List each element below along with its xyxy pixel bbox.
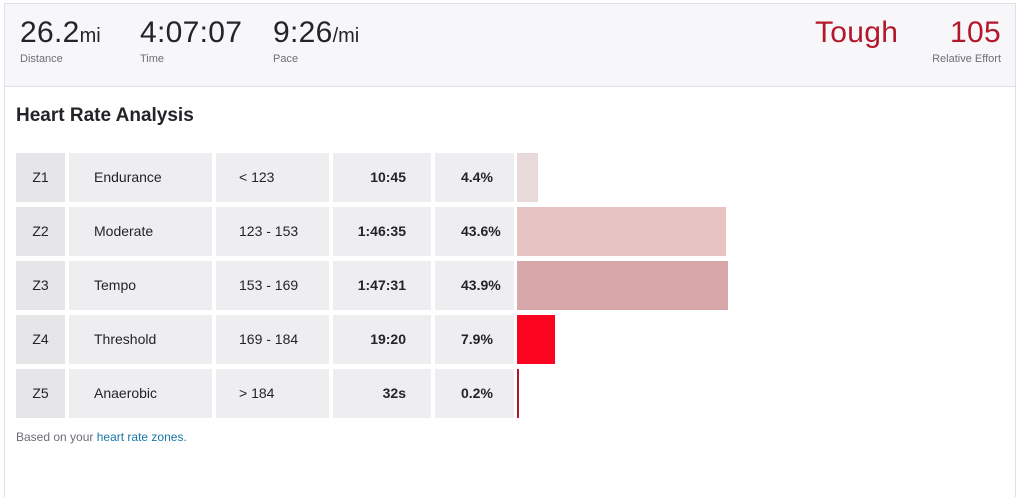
heart-rate-zones-link[interactable]: heart rate zones. (96, 430, 187, 444)
footnote: Based on your heart rate zones. (16, 430, 187, 444)
effort-word: Tough (815, 16, 898, 50)
zone-range: > 184 (216, 369, 329, 418)
zone-name: Tempo (69, 261, 212, 310)
zone-time: 1:46:35 (333, 207, 431, 256)
activity-panel: 26.2mi Distance 4:07:07 Time 9:26/mi Pac… (4, 3, 1016, 497)
zone-time: 32s (333, 369, 431, 418)
zone-label: Z2 (16, 207, 65, 256)
zone-name: Anaerobic (69, 369, 212, 418)
zone-range: 123 - 153 (216, 207, 329, 256)
stat-time: 4:07:07 Time (140, 16, 242, 65)
stat-distance: 26.2mi Distance (20, 16, 101, 65)
zone-name: Threshold (69, 315, 212, 364)
zone-label: Z1 (16, 153, 65, 202)
pace-unit: /mi (332, 25, 360, 47)
zone-bar (517, 261, 728, 310)
zone-name: Moderate (69, 207, 212, 256)
zone-bar-track (517, 207, 997, 256)
zone-range: 153 - 169 (216, 261, 329, 310)
relative-effort-label: Relative Effort (932, 53, 1001, 65)
zone-bar (517, 315, 555, 364)
time-value: 4:07:07 (140, 16, 243, 49)
zone-bar-track (517, 261, 997, 310)
stat-pace: 9:26/mi Pace (273, 16, 359, 65)
zone-bar-track (517, 369, 997, 418)
distance-value: 26.2 (20, 16, 80, 49)
zone-label: Z3 (16, 261, 65, 310)
zone-label: Z4 (16, 315, 65, 364)
section-title: Heart Rate Analysis (16, 105, 194, 126)
zone-percent: 43.9% (435, 261, 514, 310)
zone-range: < 123 (216, 153, 329, 202)
pace-label: Pace (273, 53, 299, 65)
zone-percent: 0.2% (435, 369, 514, 418)
zone-percent: 7.9% (435, 315, 514, 364)
zone-range: 169 - 184 (216, 315, 329, 364)
zone-label: Z5 (16, 369, 65, 418)
time-label: Time (140, 53, 165, 65)
zone-bar (517, 369, 519, 418)
stats-bar: 26.2mi Distance 4:07:07 Time 9:26/mi Pac… (5, 4, 1015, 87)
zone-percent: 4.4% (435, 153, 514, 202)
pace-value: 9:26 (273, 16, 333, 49)
zone-time: 19:20 (333, 315, 431, 364)
footnote-text: Based on your (16, 430, 94, 444)
zone-time: 10:45 (333, 153, 431, 202)
zone-time: 1:47:31 (333, 261, 431, 310)
zone-name: Endurance (69, 153, 212, 202)
zone-bar-track (517, 153, 997, 202)
zone-percent: 43.6% (435, 207, 514, 256)
effort-word-value: Tough (815, 16, 899, 49)
stat-relative-effort[interactable]: 105 Relative Effort (932, 16, 1001, 65)
zone-bar (517, 153, 539, 202)
zone-bar-track (517, 315, 997, 364)
zone-bar (517, 207, 727, 256)
relative-effort-value: 105 (950, 16, 1001, 49)
distance-unit: mi (79, 25, 101, 47)
distance-label: Distance (20, 53, 63, 65)
